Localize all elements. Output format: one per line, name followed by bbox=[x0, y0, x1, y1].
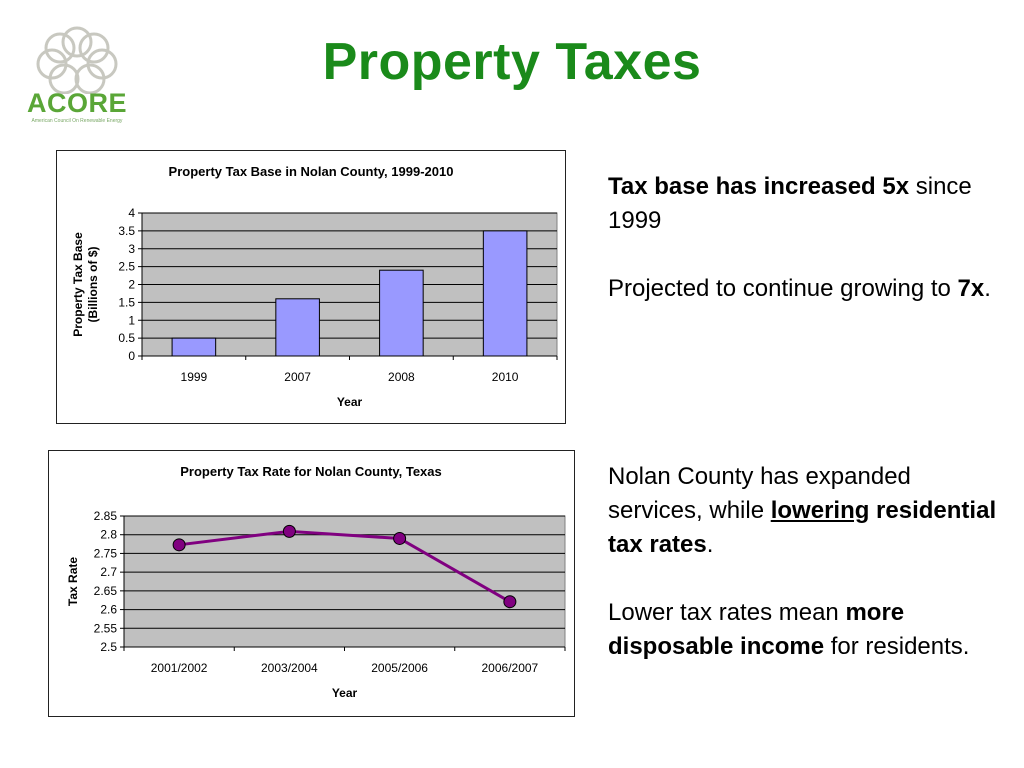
x-tick-label: 2005/2006 bbox=[371, 661, 428, 675]
services-paragraph: Nolan County has expanded services, whil… bbox=[608, 460, 1008, 562]
x-tick-label: 2001/2002 bbox=[151, 661, 208, 675]
tax-base-chart-svg: Property Tax Base in Nolan County, 1999-… bbox=[71, 164, 558, 409]
x-tick-label: 2008 bbox=[388, 370, 415, 384]
chart-title: Property Tax Rate for Nolan County, Texa… bbox=[180, 464, 442, 479]
x-axis-title: Year bbox=[332, 686, 358, 700]
data-point bbox=[393, 531, 407, 545]
y-tick-label: 3.5 bbox=[118, 224, 135, 238]
services-text: Nolan County has expanded services, whil… bbox=[608, 463, 911, 524]
y-tick-label: 2.8 bbox=[100, 528, 117, 542]
projection-paragraph: Projected to continue growing to 7x. bbox=[608, 272, 1008, 306]
y-tick-label: 0 bbox=[128, 349, 135, 363]
slide-title: Property Taxes bbox=[322, 33, 702, 91]
tax-rate-chart-svg: Property Tax Rate for Nolan County, Texa… bbox=[66, 464, 566, 700]
x-tick-label: 2006/2007 bbox=[482, 661, 539, 675]
y-tick-label: 2.85 bbox=[94, 509, 118, 523]
income-paragraph: Lower tax rates mean more disposable inc… bbox=[608, 596, 1008, 664]
y-tick-label: 2.55 bbox=[94, 621, 118, 635]
bar bbox=[275, 298, 320, 357]
bar bbox=[379, 269, 424, 357]
y-tick-label: 2.7 bbox=[100, 565, 117, 579]
residential-rates-text: residential tax rates bbox=[608, 497, 997, 558]
y-tick-label: 3 bbox=[128, 242, 135, 256]
logo-rings-icon bbox=[36, 26, 118, 95]
tax-base-bold-text: Tax base has increased 5x bbox=[608, 173, 910, 200]
projection-end-text: . bbox=[984, 275, 991, 302]
bar bbox=[482, 230, 528, 357]
y-tick-label: 2.5 bbox=[100, 640, 117, 654]
y-tick-label: 4 bbox=[128, 206, 135, 220]
x-axis-title: Year bbox=[337, 395, 363, 409]
y-tick-label: 2.5 bbox=[118, 260, 135, 274]
services-end-text: . bbox=[706, 531, 714, 558]
projection-text: Projected to continue growing to bbox=[608, 275, 958, 302]
income-end-text: for residents. bbox=[824, 633, 970, 660]
series-line bbox=[178, 529, 511, 604]
tax-base-chart: Property Tax Base in Nolan County, 1999-… bbox=[56, 150, 566, 424]
bar bbox=[171, 337, 217, 357]
x-tick-label: 2007 bbox=[284, 370, 311, 384]
logo-tagline: American Council On Renewable Energy bbox=[31, 118, 123, 124]
x-tick-label: 1999 bbox=[181, 370, 208, 384]
tax-base-paragraph: Tax base has increased 5x since 1999 bbox=[608, 170, 1008, 238]
income-text: Lower tax rates mean bbox=[608, 599, 846, 626]
lowering-text: lowering bbox=[770, 497, 870, 524]
projection-bold-text: 7x bbox=[957, 275, 985, 302]
y-axis-title-line: (Billions of $) bbox=[86, 247, 100, 323]
y-tick-label: 2.6 bbox=[100, 603, 117, 617]
data-point bbox=[282, 524, 296, 538]
data-point bbox=[503, 595, 517, 609]
y-axis-title-line: Property Tax Base bbox=[71, 232, 85, 337]
data-point bbox=[172, 538, 186, 552]
chart-title: Property Tax Base in Nolan County, 1999-… bbox=[169, 164, 454, 179]
income-bold-text: more disposable income bbox=[608, 599, 905, 660]
tax-rate-chart: Property Tax Rate for Nolan County, Texa… bbox=[48, 450, 575, 717]
y-axis-title: Tax Rate bbox=[66, 557, 80, 606]
y-tick-label: 1 bbox=[128, 313, 135, 327]
y-tick-label: 2 bbox=[128, 278, 135, 292]
tax-base-rest-text: since 1999 bbox=[608, 173, 972, 234]
acore-logo: ACORE American Council On Renewable Ener… bbox=[22, 24, 132, 128]
y-tick-label: 0.5 bbox=[118, 331, 135, 345]
y-tick-label: 1.5 bbox=[118, 295, 135, 309]
text-block-tax-rate: Nolan County has expanded services, whil… bbox=[608, 460, 1008, 698]
x-tick-label: 2010 bbox=[492, 370, 519, 384]
text-block-tax-base: Tax base has increased 5x since 1999 Pro… bbox=[608, 170, 1008, 340]
y-axis-title: Property Tax Base(Billions of $) bbox=[71, 232, 100, 337]
logo-text: ACORE bbox=[26, 88, 127, 118]
y-tick-label: 2.65 bbox=[94, 584, 118, 598]
y-tick-label: 2.75 bbox=[94, 546, 118, 560]
x-tick-label: 2003/2004 bbox=[261, 661, 318, 675]
